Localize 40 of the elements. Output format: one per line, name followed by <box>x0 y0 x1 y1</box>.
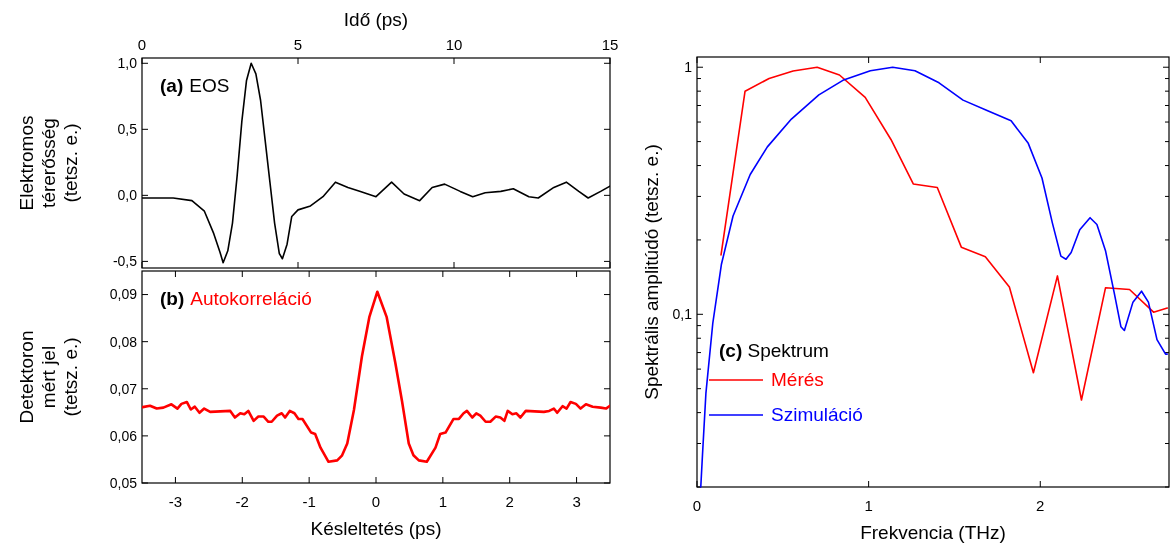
x-axis-title: Késleltetés (ps) <box>310 518 442 539</box>
y-tick-label: 1,0 <box>117 55 138 72</box>
x-tick-label: 15 <box>601 36 619 53</box>
y-tick-label: 0,09 <box>109 286 138 303</box>
line-series <box>699 66 1169 488</box>
y-tick-label: 0,06 <box>109 427 138 444</box>
x-tick-label: 1 <box>438 493 448 510</box>
x-tick-label: 0 <box>692 497 702 514</box>
legend-label: Mérés <box>771 369 824 390</box>
line-series <box>142 290 610 464</box>
x-tick-label: 10 <box>445 36 463 53</box>
x-tick-label: 5 <box>293 36 303 53</box>
text: Autokorreláció <box>190 288 312 309</box>
y-axis-title: Spektrális amplitúdó (tetsz. e.) <box>641 144 662 400</box>
text: (a) <box>160 75 184 96</box>
y-axis-title: Elektromos térerősség (tetsz. e.) <box>16 115 81 211</box>
x-axis-title: Idő (ps) <box>343 9 409 30</box>
x-tick-label: 3 <box>572 493 581 510</box>
y-tick-label: 0,08 <box>109 333 138 350</box>
text: (b) <box>160 288 185 309</box>
line-series <box>720 66 1169 401</box>
y-tick-label: 0,0 <box>117 187 138 204</box>
x-tick-label: -2 <box>235 493 249 510</box>
y-tick-label: 0,5 <box>117 121 138 138</box>
y-tick-label: 0,05 <box>109 474 138 491</box>
x-tick-label: 2 <box>505 493 514 510</box>
y-tick-label: 0,1 <box>672 306 693 323</box>
x-tick-label: 0 <box>137 36 147 53</box>
x-tick-label: -3 <box>168 493 183 510</box>
y-tick-label: 0,07 <box>109 380 138 397</box>
x-tick-label: 2 <box>1036 497 1045 514</box>
y-tick-label: -0,5 <box>112 253 138 270</box>
x-tick-label: 0 <box>371 493 381 510</box>
x-tick-label: 1 <box>864 497 873 514</box>
series-label: EOS <box>189 75 230 96</box>
x-tick-label: -1 <box>302 493 316 510</box>
legend-label: Szimuláció <box>771 404 863 425</box>
y-axis-title: Detektoron mért jel (tetsz. e.) <box>16 330 81 424</box>
x-axis-title: Frekvencia (THz) <box>860 522 1006 543</box>
legend-title: (c) Spektrum <box>719 340 829 361</box>
